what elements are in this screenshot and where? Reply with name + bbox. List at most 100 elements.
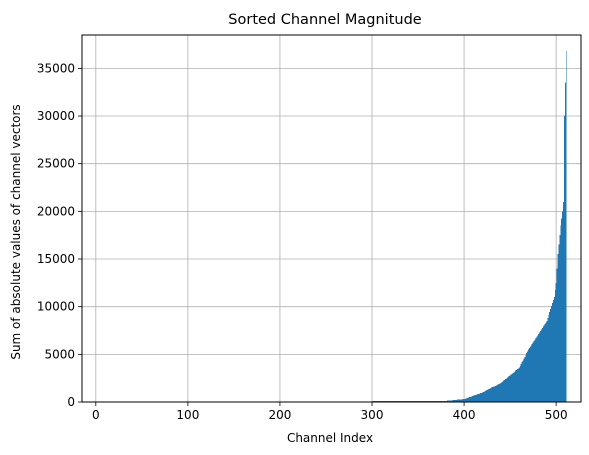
bar [525, 355, 527, 402]
bar [391, 400, 393, 402]
bar [476, 394, 478, 402]
bar [489, 388, 491, 402]
bar [483, 391, 485, 402]
bar [542, 326, 544, 402]
bar [548, 315, 550, 402]
x-tick-label: 0 [92, 408, 100, 422]
bar [550, 309, 552, 402]
bar [447, 400, 449, 402]
bar [537, 335, 539, 402]
bar [563, 116, 565, 402]
bar [434, 400, 436, 402]
bar [450, 400, 452, 402]
bar [427, 400, 429, 402]
bar [470, 396, 472, 402]
bar [474, 395, 476, 402]
bar [399, 400, 401, 402]
bar [409, 400, 411, 402]
bar [408, 400, 410, 402]
bar [414, 400, 416, 402]
bar [452, 400, 454, 402]
bar [517, 368, 519, 402]
bar [416, 400, 418, 402]
y-tick-label: 25000 [37, 157, 75, 171]
bar [393, 400, 395, 402]
bar [508, 376, 510, 402]
bar [536, 336, 538, 402]
x-tick-label: 500 [545, 408, 568, 422]
bar [499, 383, 501, 402]
bar [432, 400, 434, 402]
bar [439, 400, 441, 402]
bar [449, 400, 451, 402]
bar [561, 218, 563, 402]
bar [514, 371, 516, 402]
bar [481, 392, 483, 402]
bar [551, 303, 553, 402]
bar [457, 399, 459, 402]
bar [546, 320, 548, 402]
bar [528, 349, 529, 402]
bar [400, 400, 402, 402]
bar [470, 396, 471, 402]
bar [549, 312, 551, 402]
bar [411, 400, 413, 402]
bar [467, 397, 469, 402]
bar [398, 400, 400, 402]
bar [553, 297, 555, 402]
bar [459, 399, 460, 402]
bar [412, 400, 414, 402]
bar [440, 400, 442, 402]
bar [475, 394, 477, 402]
bar [565, 51, 567, 402]
bar [531, 343, 533, 402]
bar [555, 282, 557, 402]
chart-title: Sorted Channel Magnitude [228, 12, 421, 28]
bar [496, 384, 498, 402]
bar [490, 388, 492, 402]
x-tick-label: 100 [176, 408, 199, 422]
bar [459, 399, 461, 402]
plot-frame [81, 34, 582, 403]
y-tick-label: 30000 [37, 109, 75, 123]
bar [557, 254, 559, 402]
bar [545, 322, 547, 402]
bar [513, 372, 515, 402]
bar [540, 330, 541, 402]
bar [485, 390, 487, 402]
bar [559, 235, 561, 402]
bar [461, 399, 463, 402]
bar [420, 400, 422, 402]
bar [422, 400, 424, 402]
bar [539, 332, 541, 402]
bar [473, 395, 475, 402]
bar [428, 400, 430, 402]
bar [486, 390, 488, 402]
bar [425, 400, 427, 402]
y-tick-label: 0 [67, 395, 75, 409]
bar [396, 400, 398, 402]
bar [443, 400, 445, 402]
bar [415, 400, 417, 402]
x-tick-label: 300 [361, 408, 384, 422]
bar [497, 384, 499, 402]
bar [403, 400, 405, 402]
bar [471, 396, 473, 402]
bar [500, 382, 502, 402]
bar [417, 400, 419, 402]
bar [468, 397, 470, 402]
bar [498, 383, 500, 402]
grid [82, 35, 581, 403]
bar [544, 323, 546, 402]
bar [424, 400, 426, 402]
x-tick-label: 200 [268, 408, 291, 422]
bar [516, 369, 518, 402]
bar [454, 399, 456, 402]
bar [401, 400, 403, 402]
y-tick-label: 20000 [37, 204, 75, 218]
bar [533, 340, 535, 402]
bar [426, 400, 428, 402]
bar [511, 373, 513, 402]
bar [435, 400, 437, 402]
bar [448, 400, 450, 402]
